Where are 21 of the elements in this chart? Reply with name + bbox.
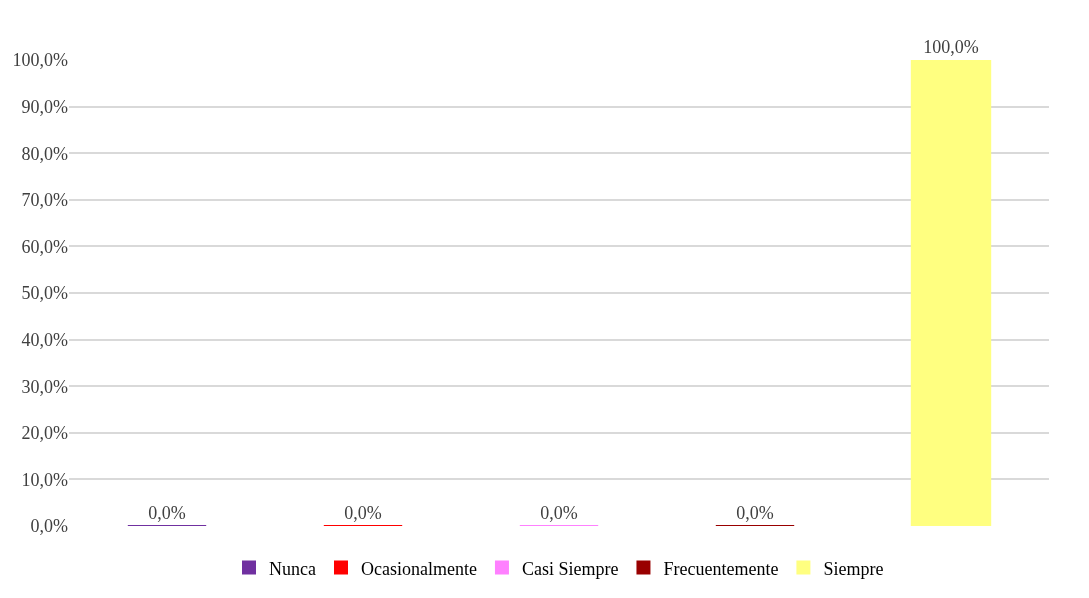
legend-label: Siempre	[823, 558, 884, 579]
legend-label: Casi Siempre	[521, 558, 619, 579]
legend-label: Frecuentemente	[663, 558, 779, 579]
y-tick-label: 100,0%	[12, 50, 68, 71]
legend-label: Ocasionalmente	[360, 558, 477, 579]
y-tick-label: 20,0%	[21, 423, 68, 444]
y-tick-label: 50,0%	[21, 283, 68, 304]
y-tick-label: 10,0%	[21, 469, 68, 490]
data-label: 0,0%	[540, 503, 578, 523]
data-label: 0,0%	[344, 503, 382, 523]
y-tick-label: 90,0%	[21, 96, 68, 117]
data-label: 100,0%	[923, 37, 979, 57]
legend-label: Nunca	[269, 558, 316, 579]
y-tick-label: 60,0%	[21, 236, 68, 257]
y-tick-label: 70,0%	[21, 190, 68, 211]
y-tick-label: 30,0%	[21, 376, 68, 397]
y-tick-label: 80,0%	[21, 143, 68, 164]
data-label: 0,0%	[736, 503, 774, 523]
y-tick-label: 0,0%	[30, 516, 68, 537]
y-tick-label: 40,0%	[21, 329, 68, 350]
data-label: 0,0%	[148, 503, 186, 523]
